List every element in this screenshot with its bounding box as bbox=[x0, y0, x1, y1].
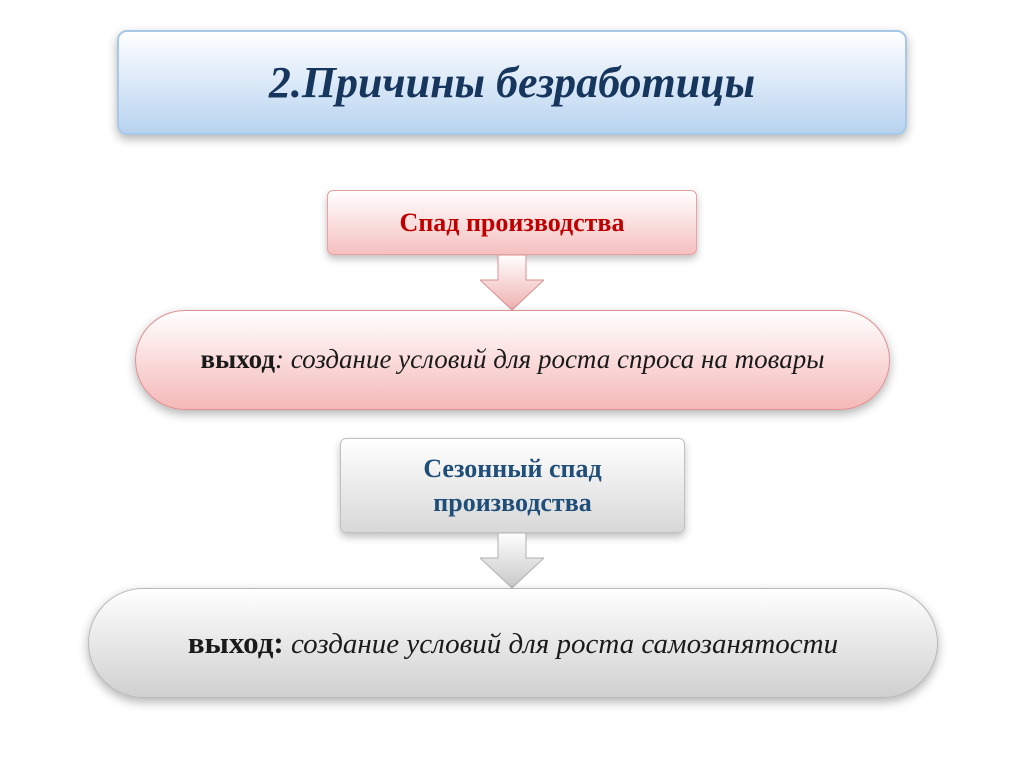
title-text: 2.Причины безработицы bbox=[269, 57, 755, 108]
cause-text-2: Сезонный спад производства bbox=[351, 452, 674, 520]
arrow-down-icon-1 bbox=[480, 255, 544, 310]
solution-oval-2: выход: создание условий для роста самоза… bbox=[88, 588, 938, 698]
arrow-down-icon-2 bbox=[480, 533, 544, 588]
solution-text-1: выход: создание условий для роста спроса… bbox=[201, 342, 825, 377]
cause-text-1: Спад производства bbox=[400, 208, 625, 238]
title-box: 2.Причины безработицы bbox=[117, 30, 907, 135]
solution-body-2: создание условий для роста самозанятости bbox=[284, 628, 838, 660]
cause-box-1: Спад производства bbox=[327, 190, 697, 255]
solution-prefix-1: выход bbox=[201, 344, 276, 374]
cause-box-2: Сезонный спад производства bbox=[340, 438, 685, 533]
solution-body-1: : создание условий для роста спроса на т… bbox=[275, 344, 824, 374]
solution-prefix-2: выход: bbox=[188, 625, 284, 660]
solution-oval-1: выход: создание условий для роста спроса… bbox=[135, 310, 890, 410]
solution-text-2: выход: создание условий для роста самоза… bbox=[188, 623, 838, 664]
